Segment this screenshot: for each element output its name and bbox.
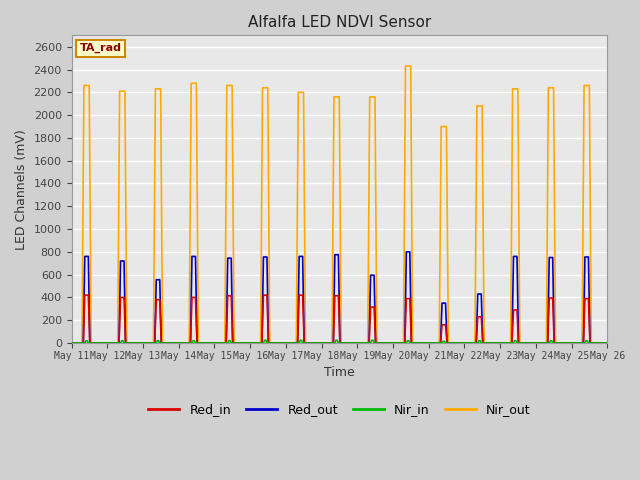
- Nir_in: [465, 340, 473, 346]
- Nir_out: [385, 340, 392, 346]
- Line: Nir_in: Nir_in: [72, 340, 607, 343]
- Red_out: [95, 340, 102, 346]
- Red_out: [385, 340, 392, 346]
- Red_in: [493, 340, 501, 346]
- Line: Nir_out: Nir_out: [72, 66, 607, 343]
- Red_out: [465, 340, 473, 346]
- Nir_in: [408, 340, 416, 346]
- Red_in: [408, 340, 416, 346]
- Text: TA_rad: TA_rad: [79, 43, 122, 53]
- Red_out: [403, 249, 410, 255]
- Red_in: [68, 340, 76, 346]
- Nir_out: [68, 340, 76, 346]
- Nir_out: [262, 85, 269, 91]
- Red_in: [262, 292, 269, 298]
- Nir_in: [262, 337, 269, 343]
- Nir_out: [95, 340, 102, 346]
- Nir_in: [68, 340, 76, 346]
- Red_in: [385, 340, 392, 346]
- Red_out: [408, 340, 416, 346]
- Nir_in: [260, 337, 268, 343]
- Nir_out: [465, 340, 473, 346]
- Nir_out: [604, 340, 611, 346]
- Red_out: [68, 340, 76, 346]
- Red_out: [604, 340, 611, 346]
- X-axis label: Time: Time: [324, 366, 355, 379]
- Nir_out: [493, 340, 501, 346]
- Title: Alfalfa LED NDVI Sensor: Alfalfa LED NDVI Sensor: [248, 15, 431, 30]
- Nir_in: [385, 340, 392, 346]
- Red_in: [465, 340, 473, 346]
- Red_in: [81, 292, 88, 298]
- Nir_in: [604, 340, 611, 346]
- Line: Red_in: Red_in: [72, 295, 607, 343]
- Nir_out: [401, 63, 409, 69]
- Nir_in: [95, 340, 102, 346]
- Red_out: [493, 340, 501, 346]
- Nir_out: [408, 259, 416, 265]
- Nir_in: [493, 340, 501, 346]
- Y-axis label: LED Channels (mV): LED Channels (mV): [15, 129, 28, 250]
- Legend: Red_in, Red_out, Nir_in, Nir_out: Red_in, Red_out, Nir_in, Nir_out: [143, 398, 536, 421]
- Red_in: [604, 340, 611, 346]
- Red_out: [262, 254, 269, 260]
- Red_in: [95, 340, 102, 346]
- Line: Red_out: Red_out: [72, 252, 607, 343]
